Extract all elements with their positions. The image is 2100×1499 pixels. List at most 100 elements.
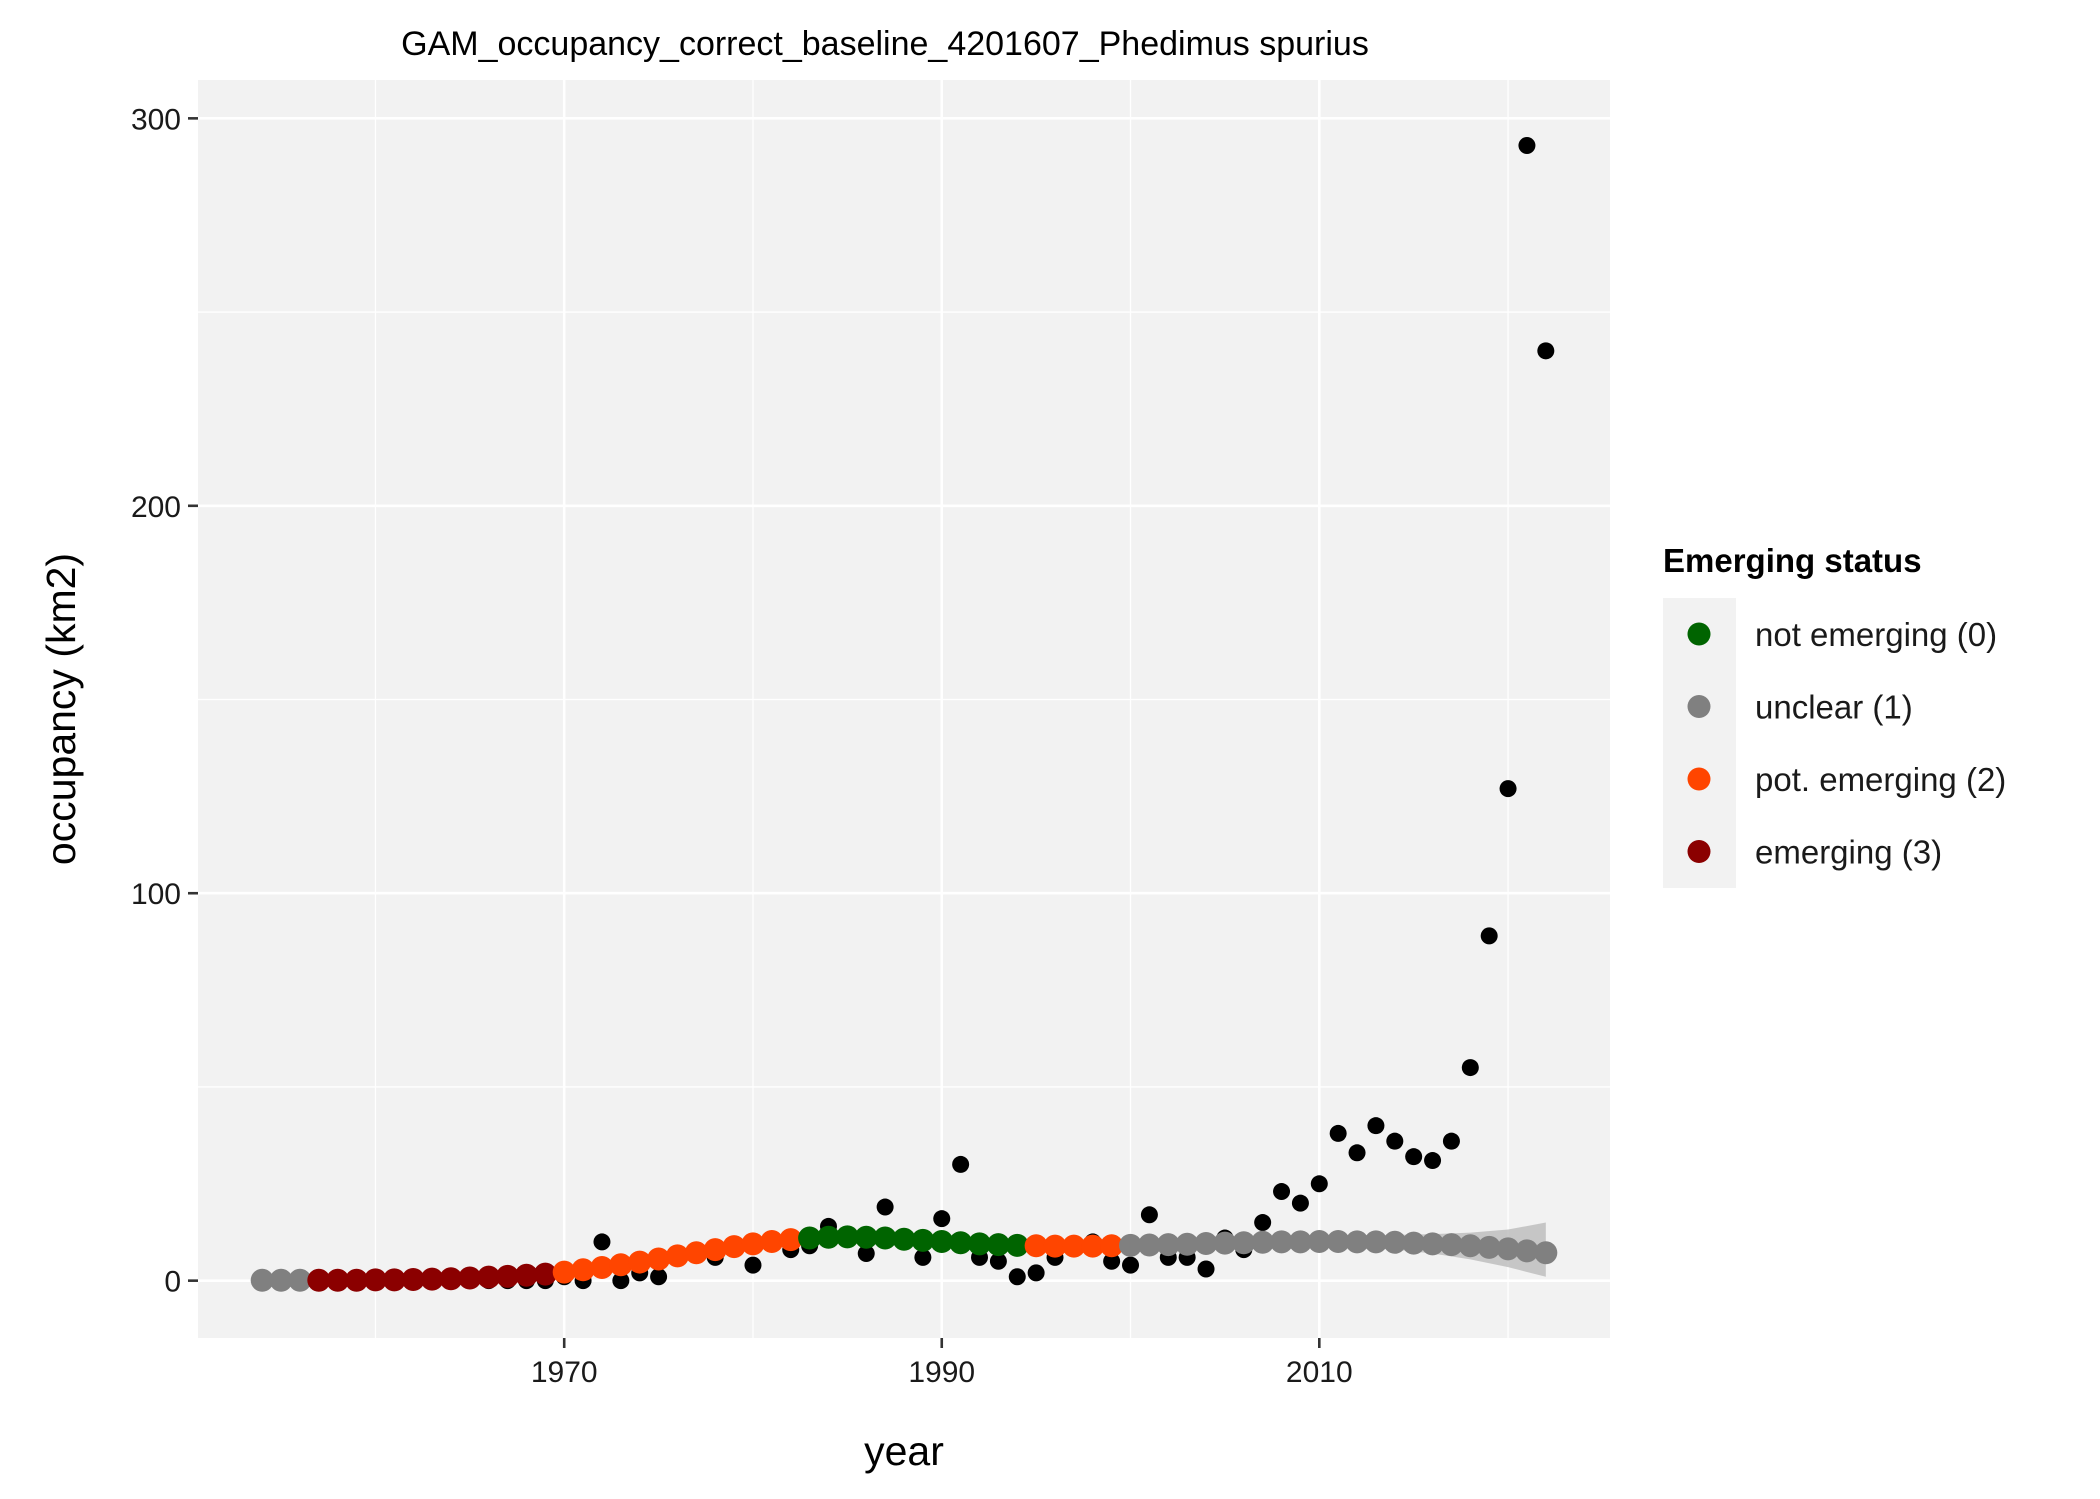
fitted-point: [760, 1230, 784, 1254]
observed-point: [612, 1272, 630, 1290]
legend-label-2: pot. emerging (2): [1755, 761, 2006, 798]
observed-point: [1027, 1264, 1045, 1282]
observed-point: [1424, 1152, 1442, 1170]
fitted-point: [647, 1247, 671, 1271]
fitted-point: [1288, 1230, 1312, 1254]
fitted-point: [779, 1228, 803, 1252]
fitted-point: [684, 1241, 708, 1265]
observed-point: [1122, 1256, 1140, 1274]
fitted-point: [854, 1225, 878, 1249]
fitted-point: [1062, 1234, 1086, 1258]
observed-point: [952, 1155, 970, 1173]
observed-point: [1480, 927, 1498, 945]
fitted-point: [1307, 1230, 1331, 1254]
fitted-point: [703, 1238, 727, 1262]
observed-point: [1461, 1059, 1479, 1077]
fitted-point: [722, 1235, 746, 1259]
fitted-point: [1496, 1237, 1520, 1261]
legend-key-2: [1687, 767, 1711, 791]
fitted-point: [1232, 1231, 1256, 1255]
fitted-point: [1364, 1230, 1388, 1254]
fitted-point: [1515, 1239, 1539, 1263]
fitted-point: [571, 1258, 595, 1282]
observed-point: [1386, 1132, 1404, 1150]
observed-point: [1405, 1148, 1423, 1166]
fitted-point: [345, 1268, 369, 1292]
y-tick-label: 0: [164, 1266, 181, 1299]
x-axis-title: year: [864, 1428, 944, 1474]
fitted-point: [798, 1226, 822, 1250]
observed-point: [650, 1268, 668, 1286]
observed-point: [1537, 342, 1555, 360]
observed-point: [744, 1256, 762, 1274]
observed-point: [1518, 136, 1536, 154]
x-tick-label: 1970: [531, 1356, 598, 1389]
fitted-point: [1534, 1241, 1558, 1265]
fitted-point: [911, 1228, 935, 1252]
fitted-point: [514, 1263, 538, 1287]
fitted-point: [307, 1268, 331, 1292]
fitted-point: [1213, 1231, 1237, 1255]
legend-title: Emerging status: [1663, 542, 1922, 579]
fitted-point: [1458, 1234, 1482, 1258]
observed-point: [1499, 780, 1517, 798]
observed-point: [857, 1245, 875, 1263]
observed-point: [876, 1198, 894, 1216]
legend-key-1: [1687, 695, 1711, 718]
legend-label-3: emerging (3): [1755, 834, 1942, 871]
fitted-point: [1270, 1230, 1294, 1254]
legend-key-3: [1687, 840, 1711, 863]
fitted-point: [609, 1253, 633, 1277]
legend-entries: not emerging (0) unclear (1) pot. emerging…: [1687, 616, 2006, 871]
confidence-ribbon-layer: [1206, 1222, 1546, 1277]
y-axis-title: occupancy (km2): [38, 553, 84, 865]
legend-key-0: [1687, 622, 1711, 646]
fitted-point: [1194, 1231, 1218, 1255]
legend-key-background: [1663, 598, 1736, 888]
fitted-point: [1081, 1234, 1105, 1258]
fitted-point: [250, 1268, 274, 1292]
fitted-point: [1043, 1234, 1067, 1258]
observed-point: [1367, 1117, 1385, 1135]
fitted-point: [363, 1268, 387, 1292]
fitted-point: [873, 1226, 897, 1250]
fitted-point: [1402, 1231, 1426, 1255]
observed-point: [1140, 1206, 1158, 1224]
fitted-point: [458, 1266, 482, 1290]
fitted-point: [1119, 1233, 1143, 1257]
fitted-point: [741, 1232, 765, 1256]
observed-point: [914, 1248, 932, 1266]
fitted-point: [496, 1264, 520, 1288]
legend-label-0: not emerging (0): [1755, 616, 1997, 653]
fitted-point: [1156, 1233, 1180, 1257]
fitted-point: [1383, 1230, 1407, 1254]
fitted-point: [1251, 1230, 1275, 1254]
legend: Emerging status not emerging (0) unclear …: [1663, 542, 2006, 888]
fitted-point: [1005, 1233, 1029, 1257]
fitted-point: [1421, 1232, 1445, 1256]
fitted-point: [628, 1250, 652, 1274]
observed-point: [1291, 1194, 1309, 1212]
chart-title: GAM_occupancy_correct_baseline_4201607_P…: [401, 25, 1369, 63]
fitted-point: [816, 1225, 840, 1249]
fitted-point: [665, 1244, 689, 1268]
observed-point: [593, 1233, 611, 1251]
fitted-point: [288, 1268, 312, 1292]
observed-point: [1310, 1175, 1328, 1193]
observed-point: [933, 1210, 951, 1228]
y-tick-label: 100: [131, 878, 181, 911]
observed-point: [1442, 1132, 1460, 1150]
legend-label-1: unclear (1): [1755, 689, 1913, 726]
observed-point: [1273, 1183, 1291, 1201]
observed-point: [1348, 1144, 1366, 1162]
axes-layer: 0 100 200 300 1970 1990 2010: [131, 103, 1353, 1389]
fitted-point: [382, 1268, 406, 1292]
fitted-point: [269, 1268, 293, 1292]
fitted-points-layer: [250, 1225, 1558, 1292]
fitted-point: [986, 1233, 1010, 1257]
fitted-point: [439, 1267, 463, 1291]
observed-point: [989, 1252, 1007, 1270]
fitted-point: [533, 1262, 557, 1286]
fitted-point: [477, 1265, 501, 1289]
